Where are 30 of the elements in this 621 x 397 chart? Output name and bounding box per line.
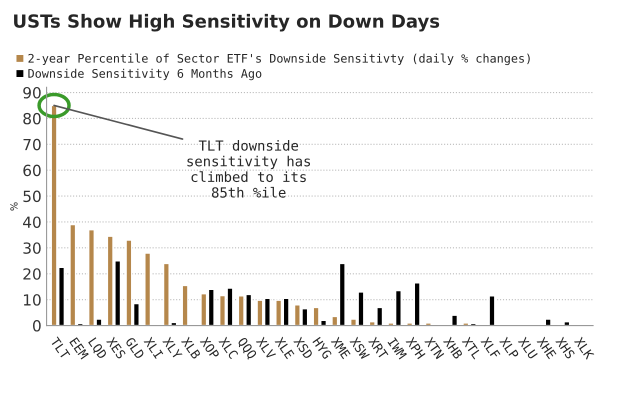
- bar: [144, 252, 152, 326]
- y-tick-label: 80: [23, 112, 41, 124]
- x-tick-label: LQD: [86, 337, 108, 360]
- legend-label: 2-year Percentile of Sector ETF's Downside Sensitivty (daily % changes): [28, 54, 530, 66]
- chart-title: USTs Show High Sensitivity on Down Days: [14, 14, 440, 32]
- x-tick-label: XLV: [256, 336, 276, 360]
- legend-label: Downside Sensitivity 6 Months Ago: [28, 68, 262, 80]
- bar: [182, 284, 189, 326]
- bar: [544, 318, 552, 326]
- y-tick-label: 10: [24, 294, 41, 306]
- bar: [563, 320, 570, 326]
- x-tick-label: XLY: [162, 336, 183, 360]
- y-tick-label: 60: [23, 164, 41, 176]
- bar: [451, 314, 458, 326]
- y-axis-title: %: [10, 202, 18, 211]
- y-tick-label: 90: [23, 86, 41, 99]
- y-tick-label: 50: [23, 190, 41, 202]
- y-tick-label: 30: [23, 242, 41, 254]
- y-tick-label: 20: [23, 268, 41, 280]
- x-tick-label: XOP: [200, 336, 220, 360]
- x-tick-label: TLT: [50, 336, 70, 360]
- x-tick-label: XRT: [368, 336, 388, 360]
- y-tick-label: 40: [23, 216, 41, 228]
- x-tick-label: GLD: [125, 336, 145, 360]
- y-tick-label: 70: [24, 138, 41, 150]
- y-tick-label: 0: [33, 320, 41, 332]
- x-tick-label: XLF: [480, 336, 500, 360]
- x-tick-label: XLP: [499, 336, 520, 360]
- annotation: TLT downside sensitivity has climbed to its 85th %ile: [187, 140, 310, 198]
- bar: [488, 295, 496, 326]
